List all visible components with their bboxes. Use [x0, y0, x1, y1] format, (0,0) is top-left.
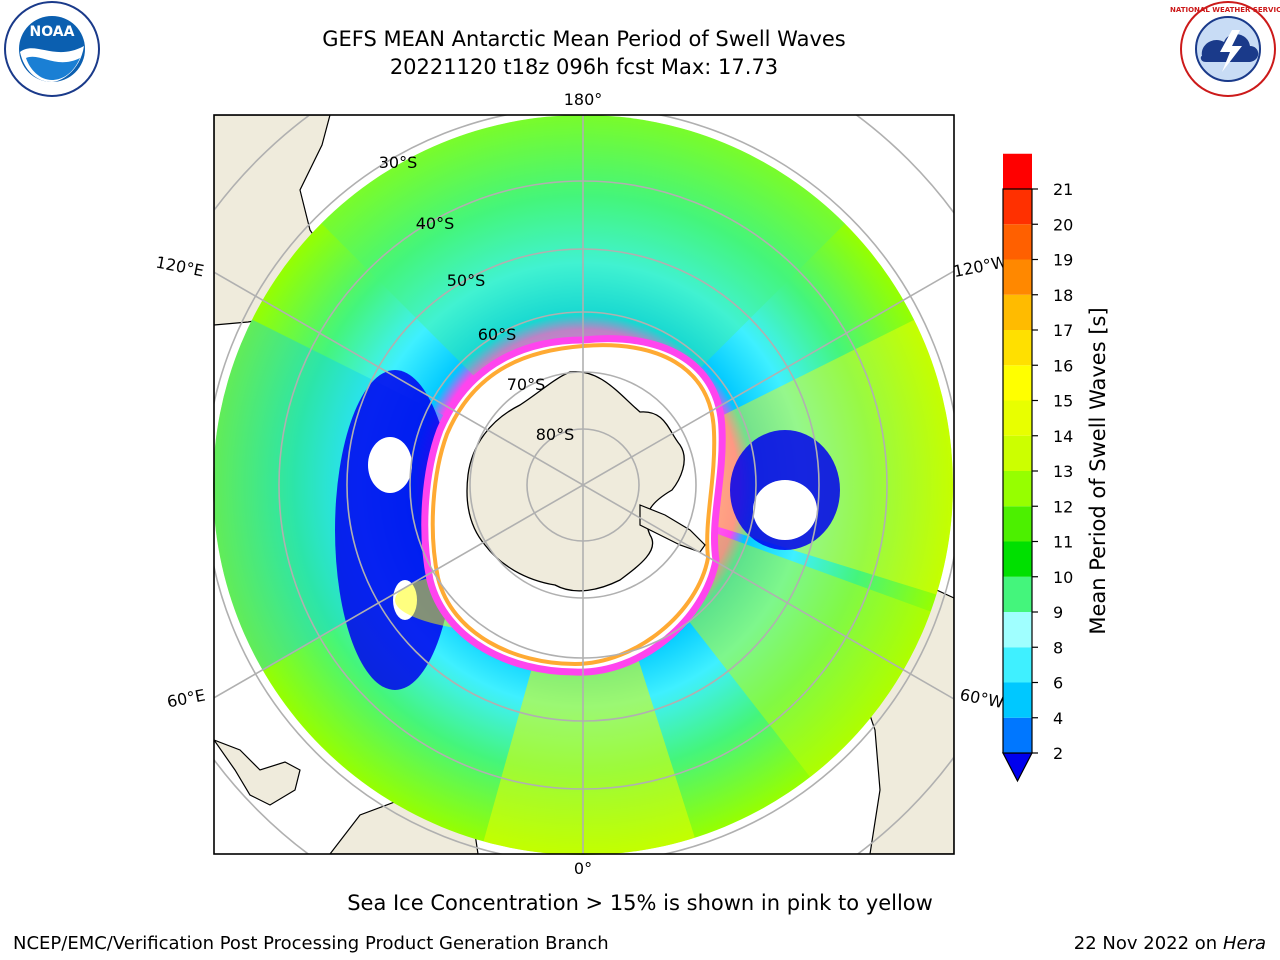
- lon-label-120e: 120°E: [154, 253, 205, 281]
- lat-label-40s: 40°S: [416, 214, 455, 233]
- lat-label-60s: 60°S: [478, 325, 517, 344]
- colorbar-tick-label: 20: [1053, 215, 1073, 234]
- land-africa: [214, 739, 301, 806]
- colorbar-tick-label: 9: [1053, 603, 1063, 622]
- colorbar-segment: [1003, 541, 1032, 577]
- colorbar-tick-label: 16: [1053, 356, 1073, 375]
- lat-label-70s: 70°S: [507, 375, 546, 394]
- chart-subtitle: 20221120 t18z 096h fcst Max: 17.73: [389, 55, 779, 79]
- colorbar: 2 4 6 8 9 10 11 12 13 14 15 16 17 18 19 20 21 Mean Perio…: [1002, 153, 1110, 783]
- lat-label-30s: 30°S: [379, 153, 418, 172]
- lon-label-60e: 60°E: [165, 685, 206, 711]
- lon-label-180: 180°: [564, 90, 603, 109]
- nws-logo: NATIONAL WEATHER SERVICE: [1170, 1, 1280, 97]
- colorbar-segment: [1003, 682, 1032, 718]
- colorbar-segment: [1003, 612, 1032, 648]
- noaa-logo-text: NOAA: [30, 24, 75, 40]
- footer-credit: NCEP/EMC/Verification Post Processing Pr…: [13, 933, 609, 954]
- colorbar-segment: [1003, 365, 1032, 401]
- colorbar-segment: [1003, 576, 1032, 612]
- colorbar-label: Mean Period of Swell Waves [s]: [1086, 307, 1110, 634]
- colorbar-tick-label: 15: [1053, 392, 1073, 411]
- colorbar-tick-label: 17: [1053, 321, 1073, 340]
- sea-ice-note: Sea Ice Concentration > 15% is shown in …: [347, 891, 933, 915]
- colorbar-segment: [1003, 224, 1032, 260]
- colorbar-segment: [1003, 506, 1032, 542]
- colorbar-segment: [1003, 294, 1032, 330]
- colorbar-tick-label: 19: [1053, 251, 1073, 270]
- colorbar-tick-label: 12: [1053, 497, 1073, 516]
- footer-date: 22 Nov 2022 on Hera: [1074, 933, 1266, 954]
- footer-date-text: 22 Nov 2022 on: [1073, 933, 1218, 954]
- colorbar-tick-label: 6: [1053, 674, 1063, 693]
- footer-host: Hera: [1222, 933, 1266, 954]
- colorbar-segment: [1003, 330, 1032, 366]
- colorbar-tick-label: 11: [1053, 533, 1073, 552]
- map-border: [213, 114, 955, 855]
- lon-label-0: 0°: [574, 859, 592, 878]
- colorbar-segment: [1003, 435, 1032, 471]
- colorbar-tick-label: 14: [1053, 427, 1073, 446]
- colorbar-tick-label: 4: [1053, 709, 1063, 728]
- colorbar-tick-label: 21: [1053, 180, 1073, 199]
- colorbar-segment: [1003, 153, 1032, 189]
- colorbar-segment: [1003, 471, 1032, 507]
- lat-label-50s: 50°S: [447, 271, 486, 290]
- colorbar-segment: [1003, 717, 1032, 753]
- graticule: [214, 115, 954, 854]
- colorbar-tick-label: 18: [1053, 286, 1073, 305]
- colorbar-segment: [1003, 259, 1032, 295]
- colorbar-segment: [1003, 189, 1032, 225]
- lon-label-60w: 60°W: [958, 685, 1005, 712]
- nws-logo-text: NATIONAL WEATHER SERVICE: [1170, 6, 1280, 14]
- colorbar-under-arrow: [1002, 752, 1033, 783]
- colorbar-tick-label: 2: [1053, 744, 1063, 763]
- colorbar-tick-label: 10: [1053, 568, 1073, 587]
- colorbar-tick-label: 13: [1053, 462, 1073, 481]
- colorbar-tick-label: 8: [1053, 638, 1063, 657]
- colorbar-segment: [1003, 400, 1032, 436]
- lon-label-120w: 120°W: [952, 252, 1009, 281]
- chart-title: GEFS MEAN Antarctic Mean Period of Swell…: [322, 27, 846, 51]
- lat-label-80s: 80°S: [536, 425, 575, 444]
- noaa-logo: NOAA: [4, 1, 100, 97]
- colorbar-segment: [1003, 647, 1032, 683]
